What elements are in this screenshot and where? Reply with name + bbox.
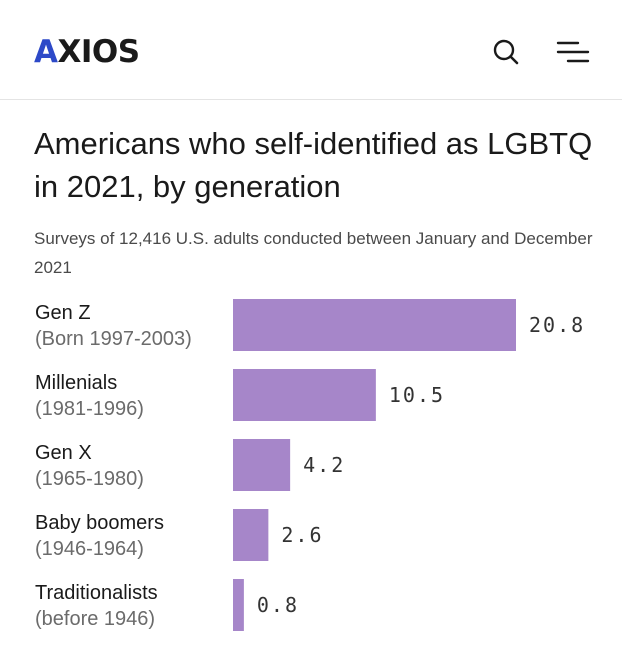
- top-nav-bar: AXIOS: [0, 0, 622, 100]
- chart-subtitle: Surveys of 12,416 U.S. adults conducted …: [34, 229, 593, 277]
- category-label: Traditionalists: [35, 582, 158, 604]
- bar: [233, 509, 269, 561]
- bar-chart: Gen Z (Born 1997-2003) 20.8 Millenials (1981…: [35, 299, 585, 631]
- category-label: Gen X: [35, 442, 92, 464]
- bar-value-label: 10.5: [389, 383, 445, 407]
- category-years-label: (1981-1996): [35, 398, 144, 420]
- bar-value-label: 20.8: [529, 313, 585, 337]
- axios-logo[interactable]: AXIOS: [34, 34, 140, 70]
- bar-value-label: 0.8: [257, 593, 299, 617]
- bar: [233, 579, 244, 631]
- bar: [233, 439, 291, 491]
- category-years-label: (1965-1980): [35, 468, 144, 490]
- category-label: Gen Z: [35, 302, 91, 324]
- bar-value-label: 4.2: [303, 453, 345, 477]
- category-label: Baby boomers: [35, 512, 164, 534]
- category-years-label: (Born 1997-2003): [35, 328, 192, 350]
- bar: [233, 299, 516, 351]
- bar: [233, 369, 376, 421]
- category-label: Millenials: [35, 372, 117, 394]
- category-years-label: (before 1946): [35, 608, 155, 630]
- bar-value-label: 2.6: [281, 523, 323, 547]
- search-icon[interactable]: [490, 36, 522, 68]
- menu-icon[interactable]: [556, 38, 590, 66]
- category-years-label: (1946-1964): [35, 538, 144, 560]
- chart-title: Americans who self-identified as LGBTQ i…: [34, 126, 593, 204]
